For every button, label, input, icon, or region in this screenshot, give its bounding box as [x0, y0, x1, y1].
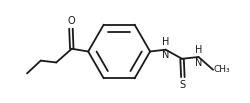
Text: H: H [162, 37, 169, 47]
Text: O: O [67, 16, 74, 26]
Text: H: H [194, 45, 202, 55]
Text: N: N [162, 50, 169, 60]
Text: S: S [179, 80, 185, 90]
Text: N: N [194, 58, 202, 68]
Text: CH₃: CH₃ [213, 65, 230, 74]
